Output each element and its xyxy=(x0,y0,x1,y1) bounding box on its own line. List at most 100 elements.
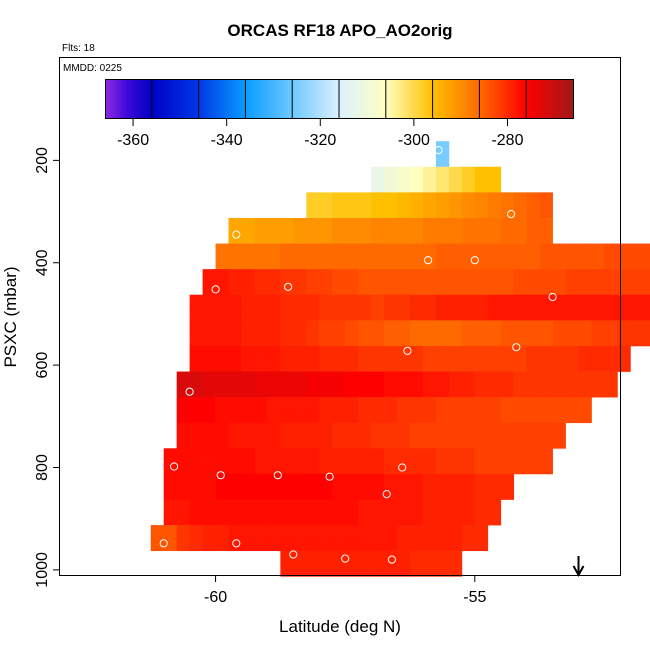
heatmap-cell xyxy=(565,333,579,347)
heatmap-cell xyxy=(176,499,190,513)
heatmap-cell xyxy=(241,307,255,321)
heatmap-cell xyxy=(397,307,411,321)
heatmap-cell xyxy=(280,525,294,539)
heatmap-cell xyxy=(176,371,190,385)
heatmap-cell xyxy=(202,358,216,372)
heatmap-cell xyxy=(397,563,411,577)
heatmap-cell xyxy=(526,217,540,232)
heatmap-cell xyxy=(293,333,307,347)
sample-point xyxy=(284,282,293,291)
heatmap-cell xyxy=(189,473,203,488)
heatmap-cell xyxy=(371,486,385,500)
heatmap-cell xyxy=(189,345,203,360)
heatmap-cell xyxy=(293,563,307,577)
heatmap-cell xyxy=(539,281,553,296)
heatmap-cell xyxy=(319,307,333,321)
sample-point xyxy=(403,346,412,355)
heatmap-cell xyxy=(461,461,476,475)
heatmap-cell xyxy=(345,256,359,270)
heatmap-cell xyxy=(332,294,346,308)
heatmap-cell xyxy=(254,345,268,360)
heatmap-cell xyxy=(371,269,385,283)
heatmap-cell xyxy=(410,320,424,334)
heatmap-cell xyxy=(228,499,242,513)
heatmap-cell xyxy=(241,435,255,449)
heatmap-cell xyxy=(228,307,242,321)
heatmap-cell xyxy=(319,397,333,411)
heatmap-cell xyxy=(500,422,515,436)
heatmap-cell xyxy=(332,563,346,577)
heatmap-cell xyxy=(384,563,398,577)
heatmap-cell xyxy=(435,320,450,334)
heatmap-cell xyxy=(397,409,411,424)
heatmap-cell xyxy=(332,409,346,424)
heatmap-cell xyxy=(254,448,268,462)
heatmap-cell xyxy=(630,294,644,308)
heatmap-cell xyxy=(630,307,644,321)
heatmap-cell xyxy=(384,345,398,360)
arrow-down-icon xyxy=(572,556,585,578)
heatmap-cell xyxy=(384,230,398,244)
heatmap-cell xyxy=(254,256,268,270)
heatmap-cell xyxy=(293,448,307,462)
heatmap-cell xyxy=(228,448,242,462)
heatmap-cell xyxy=(267,243,281,257)
heatmap-cell xyxy=(422,256,437,270)
heatmap-cell xyxy=(228,217,242,232)
heatmap-cell xyxy=(280,345,294,360)
heatmap-cell xyxy=(617,243,631,257)
heatmap-cell xyxy=(267,256,281,270)
heatmap-cell xyxy=(422,192,437,206)
heatmap-cell xyxy=(293,435,307,449)
heatmap-cell xyxy=(487,461,502,475)
heatmap-cell xyxy=(526,409,540,424)
heatmap-cell xyxy=(513,384,528,398)
heatmap-cell xyxy=(189,294,203,308)
heatmap-cell xyxy=(358,294,372,308)
heatmap-cell xyxy=(241,422,255,436)
heatmap-cell xyxy=(215,358,229,372)
heatmap-cell xyxy=(293,473,307,488)
heatmap-cell xyxy=(578,358,592,372)
heatmap-cell xyxy=(293,371,307,385)
heatmap-cell xyxy=(513,205,528,219)
heatmap-cell xyxy=(241,409,255,424)
heatmap-cell xyxy=(163,512,178,526)
heatmap-cell xyxy=(397,256,411,270)
heatmap-cell xyxy=(474,461,489,475)
heatmap-cell xyxy=(384,217,398,232)
heatmap-cell xyxy=(345,333,359,347)
heatmap-cell xyxy=(487,435,502,449)
heatmap-cell xyxy=(345,281,359,296)
heatmap-cell xyxy=(384,269,398,283)
heatmap-cell xyxy=(487,243,502,257)
heatmap-cell xyxy=(254,217,268,232)
heatmap-cell xyxy=(358,217,372,232)
heatmap-cell xyxy=(410,333,424,347)
heatmap-cell xyxy=(397,294,411,308)
heatmap-cell xyxy=(215,333,229,347)
heatmap-cell xyxy=(397,320,411,334)
heatmap-cell xyxy=(215,499,229,513)
heatmap-cell xyxy=(384,473,398,488)
heatmap-cell xyxy=(474,269,489,283)
heatmap-cell xyxy=(215,473,229,488)
heatmap-cell xyxy=(202,307,216,321)
heatmap-cell xyxy=(435,473,450,488)
heatmap-cell xyxy=(319,473,333,488)
heatmap-cell xyxy=(591,243,605,257)
heatmap-cell xyxy=(410,448,424,462)
heatmap-cell xyxy=(397,205,411,219)
heatmap-cell xyxy=(163,473,178,488)
heatmap-cell xyxy=(332,345,346,360)
heatmap-cell xyxy=(539,217,553,232)
heatmap-cell xyxy=(319,269,333,283)
heatmap-cell xyxy=(500,333,515,347)
heatmap-cell xyxy=(332,358,346,372)
heatmap-cell xyxy=(176,512,190,526)
heatmap-cell xyxy=(565,409,579,424)
heatmap-cell xyxy=(384,192,398,206)
heatmap-cell xyxy=(306,550,320,564)
heatmap-cell xyxy=(410,243,424,257)
heatmap-cell xyxy=(461,409,476,424)
